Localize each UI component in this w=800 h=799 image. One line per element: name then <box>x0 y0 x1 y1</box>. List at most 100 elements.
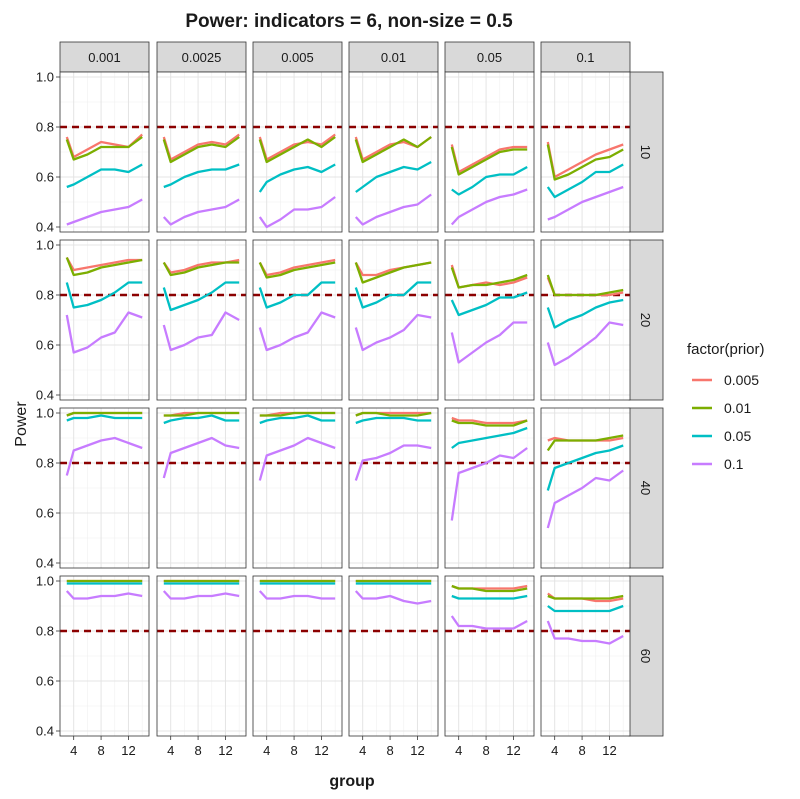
series-line-0.05 <box>259 414 336 425</box>
y-tick-label: 0.8 <box>36 456 54 471</box>
x-tick-label: 4 <box>70 743 77 758</box>
panel-border <box>156 575 247 737</box>
facet-strip-row-label: 10 <box>638 145 653 159</box>
panel-border <box>540 407 631 569</box>
x-tick-label: 8 <box>578 743 585 758</box>
series-line-0.1 <box>354 193 432 226</box>
x-tick-label: 4 <box>167 743 174 758</box>
series-line-0.05 <box>355 160 432 193</box>
panel-border <box>348 239 439 401</box>
x-tick-label: 4 <box>359 743 366 758</box>
facet-strip-col-label: 0.001 <box>88 50 121 65</box>
x-tick-label: 12 <box>218 743 232 758</box>
series-line-0.1 <box>162 590 240 600</box>
series-line-0.05 <box>66 163 143 189</box>
panel-border <box>444 407 535 569</box>
x-tick-label: 12 <box>602 743 616 758</box>
y-tick-label: 0.6 <box>36 170 54 185</box>
y-tick-label: 0.6 <box>36 338 54 353</box>
series-line-0.01 <box>450 267 528 289</box>
series-line-0.1 <box>450 321 528 364</box>
series-line-0.05 <box>354 281 432 309</box>
facet-strip-col-label: 0.01 <box>381 50 406 65</box>
series-line-0.1 <box>546 321 624 367</box>
panel-border <box>444 239 535 401</box>
panel-border <box>59 239 150 401</box>
series-line-0.05 <box>355 416 432 425</box>
panel-border <box>156 407 247 569</box>
y-tick-label: 0.8 <box>36 624 54 639</box>
panel-border <box>252 407 343 569</box>
series-line-0.01 <box>450 146 528 176</box>
series-line-0.1 <box>450 615 528 630</box>
series-line-0.01 <box>546 144 624 181</box>
series-line-0.1 <box>65 311 143 354</box>
panel-border <box>252 239 343 401</box>
series-line-0.01 <box>162 136 240 164</box>
x-tick-label: 8 <box>482 743 489 758</box>
series-line-0.005 <box>65 256 143 272</box>
series-line-0.05 <box>450 291 528 317</box>
x-axis-title: group <box>329 773 375 790</box>
series-line-0.1 <box>162 311 240 352</box>
panel-border <box>348 71 439 233</box>
panel-border <box>252 71 343 233</box>
y-tick-label: 0.4 <box>36 724 54 739</box>
series-line-0.005 <box>451 416 528 425</box>
y-tick-label: 0.8 <box>36 120 54 135</box>
series-line-0.1 <box>162 198 240 226</box>
series-line-0.1 <box>354 590 432 605</box>
facet-strip-row-label: 60 <box>638 649 653 663</box>
panel-border <box>348 575 439 737</box>
x-tick-label: 12 <box>314 743 328 758</box>
x-tick-label: 4 <box>263 743 270 758</box>
series-line-0.01 <box>355 411 432 417</box>
panel-border <box>444 71 535 233</box>
legend-label-0.01: 0.01 <box>724 400 751 416</box>
y-tick-label: 1.0 <box>36 238 54 253</box>
panel-border <box>156 239 247 401</box>
series-line-0.1 <box>65 590 143 600</box>
series-line-0.1 <box>66 198 143 226</box>
series-line-0.01 <box>162 261 240 277</box>
series-line-0.01 <box>546 274 624 297</box>
series-line-0.1 <box>450 447 528 521</box>
series-line-0.05 <box>163 163 240 189</box>
series-line-0.01 <box>65 136 143 161</box>
facet-strip-col-label: 0.1 <box>576 50 594 65</box>
y-axis-title: Power <box>13 401 30 447</box>
panel-border <box>348 407 439 569</box>
panel-border <box>540 71 631 233</box>
facet-strip-row-label: 20 <box>638 313 653 327</box>
series-line-0.1 <box>258 196 336 229</box>
facet-strip-row-label: 40 <box>638 481 653 495</box>
series-line-0.1 <box>65 436 143 476</box>
chart-title: Power: indicators = 6, non-size = 0.5 <box>185 11 513 32</box>
panel-border <box>540 239 631 401</box>
series-line-0.05 <box>547 604 624 613</box>
y-tick-label: 1.0 <box>36 70 54 85</box>
y-tick-label: 0.6 <box>36 674 54 689</box>
series-line-0.1 <box>547 185 624 221</box>
series-line-0.1 <box>354 313 432 352</box>
facet-strip-row <box>628 575 664 737</box>
y-tick-label: 0.4 <box>36 388 54 403</box>
series-line-0.05 <box>65 281 143 309</box>
series-line-0.01 <box>451 584 528 593</box>
x-tick-label: 8 <box>386 743 393 758</box>
series-line-0.05 <box>258 281 336 309</box>
series-line-0.1 <box>162 436 240 479</box>
facet-panels: 0.001 0.0025 0.005 0.01 0.05 0.1 10 20 40 60 0.4 0.… <box>36 41 664 758</box>
series-line-0.05 <box>451 594 528 600</box>
series-line-0.01 <box>259 411 336 417</box>
y-tick-label: 1.0 <box>36 574 54 589</box>
legend-title: factor(prior) <box>687 341 765 358</box>
facet-strip-col <box>59 41 150 73</box>
facet-strip-col-label: 0.05 <box>477 50 502 65</box>
series-line-0.1 <box>258 311 336 352</box>
series-line-0.01 <box>547 594 624 600</box>
series-line-0.01 <box>65 257 143 277</box>
facet-strip-col-label: 0.0025 <box>182 50 222 65</box>
